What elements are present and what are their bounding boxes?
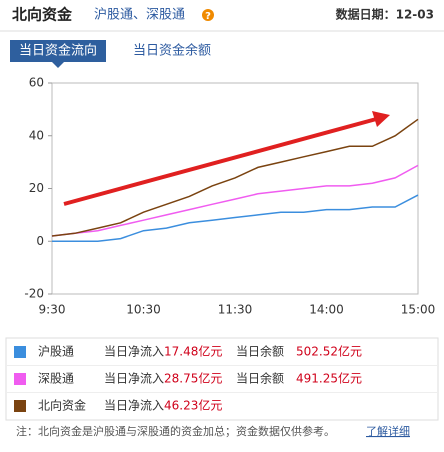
- inflow-value: 17.48亿元: [164, 344, 222, 359]
- help-icon[interactable]: [202, 9, 214, 21]
- balance-label: 当日余额: [236, 371, 284, 386]
- x-tick-label: 9:30: [39, 303, 66, 317]
- balance-value: 491.25亿元: [296, 371, 362, 386]
- help-text[interactable]: ?: [205, 11, 211, 22]
- link[interactable]: 了解详细: [366, 424, 410, 438]
- balance-label: 当日余额: [236, 344, 284, 359]
- tab-active[interactable]: [10, 40, 106, 62]
- legend-label: 深股通: [38, 372, 74, 386]
- series-line: [51, 118, 419, 237]
- tab-pointer: [52, 62, 64, 68]
- legend-label: 北向资金: [38, 398, 86, 413]
- inflow-value: 46.23亿元: [164, 398, 222, 413]
- inflow-label: 当日净流入: [104, 399, 164, 413]
- legend-swatch: [14, 373, 26, 385]
- plot-frame: [51, 82, 419, 295]
- x-tick-label: 11:30: [218, 303, 253, 317]
- arrow: [63, 116, 381, 206]
- series-line: [52, 194, 419, 243]
- legend-swatch: [14, 346, 26, 358]
- y-tick-label: 40: [29, 128, 44, 142]
- date: 数据日期：12-03: [336, 7, 434, 22]
- y-tick-label: 60: [29, 76, 44, 90]
- x-tick-label: 10:30: [126, 303, 161, 317]
- subtitle[interactable]: 沪股通、深股通: [94, 7, 185, 23]
- y-tick-label: -20: [24, 287, 44, 301]
- arrow-head: [372, 111, 390, 127]
- series-line: [51, 164, 419, 237]
- inflow-label: 当日净流入: [104, 345, 164, 359]
- x-tick-label: 15:00: [401, 303, 436, 317]
- note: 注：北向资金是沪股通与深股通的资金加总；资金数据仅供参考。: [16, 424, 335, 438]
- tab[interactable]: 当日资金余额: [133, 43, 211, 59]
- inflow-value: 28.75亿元: [164, 371, 222, 386]
- legend-swatch: [14, 400, 26, 412]
- x-tick-label: 14:00: [309, 303, 344, 317]
- summary-frame: [5, 337, 439, 421]
- inflow-label: 当日净流入: [104, 372, 164, 386]
- balance-value: 502.52亿元: [296, 344, 362, 359]
- y-tick-label: 20: [29, 181, 44, 195]
- legend-label: 沪股通: [38, 345, 74, 359]
- y-tick-label: 0: [36, 234, 44, 248]
- title: 北向资金: [12, 6, 73, 24]
- tab[interactable]: 当日资金流向: [19, 43, 97, 59]
